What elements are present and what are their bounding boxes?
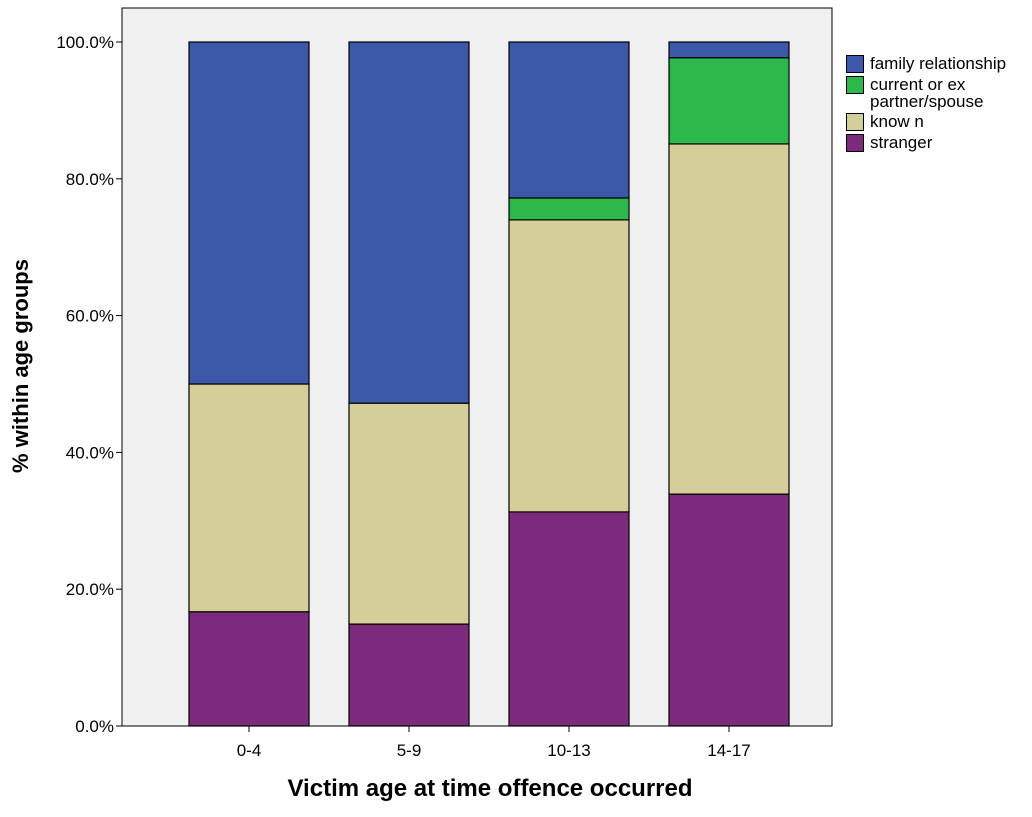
x-tick-label: 14-17 [707,741,750,760]
bar-segment [188,383,310,613]
bar-segment [508,197,630,221]
bar-segment [348,623,470,727]
legend-swatch [846,76,864,94]
bar-segment [668,493,790,727]
bar-segment [668,41,790,59]
y-tick-label: 40.0% [66,443,114,462]
bar-segment [188,611,310,727]
legend-label: know n [870,112,924,131]
legend: family relationship current or ex partner… [846,55,1026,155]
y-tick-label: 20.0% [66,580,114,599]
bar-segment [188,41,310,385]
bar-segment [668,57,790,145]
legend-swatch [846,113,864,131]
legend-swatch [846,134,864,152]
x-tick-label: 10-13 [547,741,590,760]
x-tick-label: 5-9 [397,741,422,760]
legend-item: family relationship [846,55,1026,73]
bar-segment [508,511,630,727]
legend-item: know n [846,113,1026,131]
legend-label: current or ex partner/spouse [870,75,984,111]
x-tick-label: 0-4 [237,741,262,760]
legend-item: stranger [846,134,1026,152]
legend-label: family relationship [870,54,1007,73]
bar-segment [668,143,790,495]
legend-swatch [846,55,864,73]
x-axis-title: Victim age at time offence occurred [287,775,692,802]
bar-segment [508,41,630,199]
y-tick-label: 100.0% [56,33,114,52]
y-tick-label: 60.0% [66,307,114,326]
bar-segment [348,402,470,625]
y-tick-label: 0.0% [75,717,114,736]
bar-segment [508,219,630,513]
legend-label: stranger [870,133,933,152]
legend-item: current or ex partner/spouse [846,76,1026,110]
bar-segment [348,41,470,404]
y-tick-label: 80.0% [66,170,114,189]
y-axis-title: % within age groups [8,259,33,473]
